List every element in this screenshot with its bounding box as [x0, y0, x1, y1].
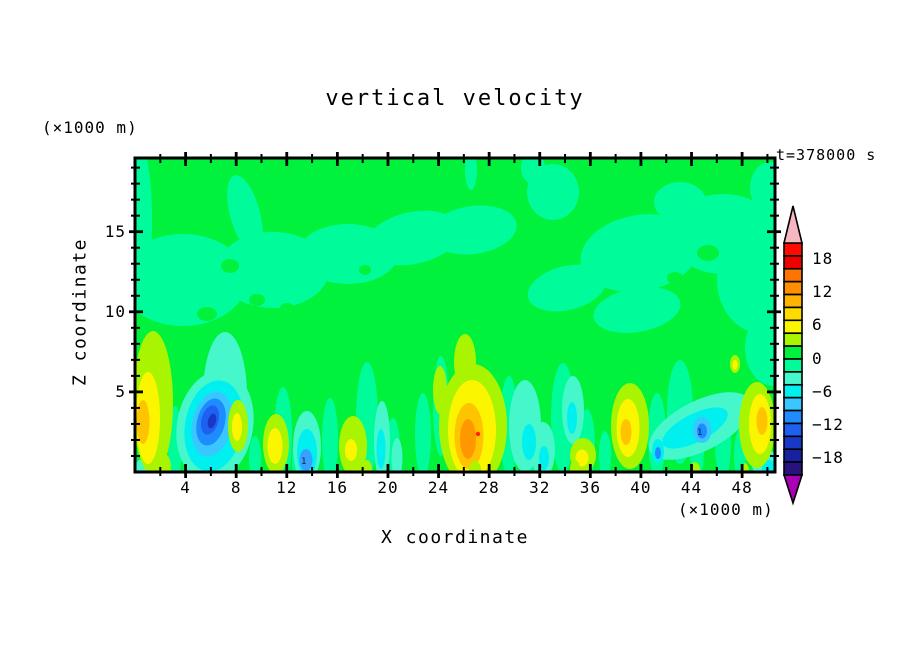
x-tick-label: 16 [326, 478, 348, 497]
x-tick-label: 36 [579, 478, 601, 497]
x-tick-label: 20 [377, 478, 399, 497]
x-tick-label: 28 [478, 478, 500, 497]
x-tick-label: 4 [180, 478, 191, 497]
x-tick-label: 40 [630, 478, 652, 497]
colorbar-tick-label: 6 [812, 315, 823, 335]
colorbar-segment [783, 371, 803, 386]
colorbar-segment [783, 293, 803, 309]
colorbar-tick-label: 18 [812, 249, 834, 268]
colorbar-under-arrow [782, 474, 804, 506]
y-tick-label: 10 [104, 301, 126, 321]
colorbar-segment [783, 267, 803, 283]
x-axis-title: X coordinate [380, 527, 530, 548]
colorbar-segment [783, 461, 803, 476]
colorbar-segment [783, 332, 803, 347]
plot-title: vertical velocity [325, 86, 585, 111]
x-tick-label: 44 [680, 478, 703, 497]
contour-mark-label: 1 [697, 428, 702, 438]
colorbar-over-arrow [782, 205, 804, 244]
x-tick-label: 8 [230, 478, 242, 497]
colorbar-segment [783, 383, 803, 399]
colorbar-segment [783, 435, 803, 451]
colorbar-segment [783, 409, 803, 425]
colorbar-segment [783, 280, 803, 296]
colorbar-segment [783, 306, 803, 322]
colorbar-segment [783, 319, 803, 335]
colorbar-segment [783, 345, 803, 360]
time-stamp-label: t=378000 s [776, 146, 877, 164]
contour-field: 1 1 [135, 158, 775, 472]
x-axis-unit-label: (×1000 m) [678, 500, 774, 519]
x-tick-label: 48 [731, 478, 753, 497]
colorbar-segment [783, 448, 803, 463]
colorbar-segment [783, 358, 803, 373]
colorbar-segment [783, 396, 803, 412]
colorbar-tick-label: 12 [812, 282, 834, 302]
x-tick-label: 12 [276, 478, 298, 497]
x-tick-label: 24 [427, 478, 450, 497]
y-tick-label: 15 [104, 221, 126, 241]
colorbar-tick-label: −18 [812, 448, 844, 467]
colorbar-segment [783, 255, 803, 270]
colorbar-tick-label: 0 [812, 348, 823, 368]
y-axis-unit-label: (×1000 m) [42, 118, 138, 137]
colorbar-segment [783, 422, 803, 438]
y-axis-title: Z coordinate [69, 237, 91, 387]
x-tick-label: 32 [529, 478, 551, 497]
colorbar-tick-label: −6 [812, 381, 834, 401]
contour-mark-label: 1 [301, 457, 306, 467]
colorbar-tick-label: −12 [812, 414, 844, 434]
y-tick-label: 5 [115, 381, 126, 401]
colorbar-segment [783, 242, 803, 257]
